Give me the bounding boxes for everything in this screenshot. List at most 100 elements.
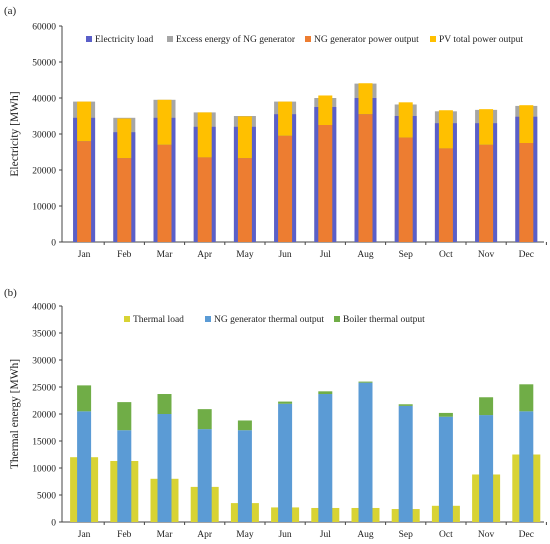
thermal-y-tick-label: 25000 [32, 384, 56, 394]
elec-bar-ng-sep [398, 137, 413, 242]
thermal-bar-boiler-apr [197, 409, 212, 430]
elec-legend-label-excess-energy-of-ng-generator: Excess energy of NG generator [176, 34, 296, 45]
elec-x-tick-label-sep: Sep [399, 250, 414, 260]
thermal-bar-ng-sep [398, 405, 413, 522]
elec-y-tick-label: 20000 [32, 167, 56, 177]
thermal-x-tick-label-oct: Oct [439, 530, 453, 540]
elec-x-tick-label-jul: Jul [320, 250, 331, 260]
elec-x-tick-label-feb: Feb [117, 250, 132, 260]
thermal-x-tick-label-nov: Nov [478, 530, 495, 540]
elec-bar-pv-oct [438, 110, 453, 149]
thermal-bar-ng-dec [519, 411, 534, 522]
elec-bar-pv-jan [77, 101, 92, 142]
thermal-legend-swatch-thermal-load [124, 316, 130, 322]
elec-bar-ng-mar [157, 144, 172, 242]
elec-bar-pv-aug [358, 83, 373, 115]
thermal-y-tick-label: 0 [51, 519, 56, 529]
elec-bar-pv-nov [479, 109, 494, 145]
thermal-bar-boiler-jan [77, 385, 92, 412]
elec-bar-pv-jul [318, 95, 333, 125]
thermal-x-tick-label-dec: Dec [519, 530, 534, 540]
elec-bar-ng-jun [278, 135, 293, 242]
thermal-legend-label-ng-generator-thermal-output: NG generator thermal output [214, 315, 324, 325]
thermal-y-tick-label: 40000 [32, 303, 56, 313]
elec-legend-label-ng-generator-power-output: NG generator power output [314, 35, 419, 45]
elec-legend-swatch-pv-total-power-output [430, 36, 436, 42]
elec-bar-ng-nov [479, 144, 494, 242]
elec-bar-pv-apr [197, 112, 212, 158]
thermal-legend-label-boiler-thermal-output: Boiler thermal output [343, 315, 425, 325]
thermal-bar-ng-may [237, 430, 252, 522]
elec-x-tick-label-nov: Nov [478, 250, 495, 260]
thermal-x-tick-label-jan: Jan [78, 530, 91, 540]
elec-bar-ng-dec [519, 143, 534, 242]
elec-y-tick-label: 40000 [32, 95, 56, 105]
thermal-y-tick-label: 15000 [32, 438, 56, 448]
thermal-y-tick-label: 35000 [32, 330, 56, 340]
panel-a-label: (a) [4, 5, 17, 17]
thermal-y-axis-label: Thermal energy [MWh] [9, 359, 21, 469]
thermal-bar-ng-aug [358, 382, 373, 522]
elec-legend-label-pv-total-power-output: PV total power output [439, 35, 523, 45]
elec-bar-ng-apr [197, 157, 212, 242]
thermal-x-tick-label-apr: Apr [197, 530, 213, 540]
thermal-y-tick-label: 5000 [37, 492, 56, 502]
thermal-x-tick-label-jun: Jun [278, 530, 291, 540]
thermal-bar-boiler-nov [479, 397, 494, 416]
thermal-bar-ng-mar [157, 414, 172, 522]
elec-x-tick-label-jan: Jan [78, 250, 91, 260]
elec-x-tick-label-may: May [236, 250, 254, 260]
thermal-bar-boiler-mar [157, 394, 172, 414]
thermal-chart: 0 5000 10000 15000 20000 25000 30000 35000 40000… [9, 303, 547, 540]
thermal-bar-boiler-jul [318, 391, 333, 395]
elec-bar-pv-mar [157, 99, 172, 145]
elec-bar-pv-dec [519, 105, 534, 143]
elec-bar-ng-aug [358, 114, 373, 242]
elec-bar-pv-may [237, 116, 252, 159]
elec-y-tick-label: 0 [51, 239, 56, 249]
electricity-chart: 0 10000 20000 30000 40000 50000 60000 Electrici… [9, 23, 547, 260]
thermal-legend-swatch-ng-generator-thermal-output [205, 316, 211, 322]
thermal-bar-boiler-feb [117, 402, 132, 431]
elec-y-tick-label: 10000 [32, 203, 56, 213]
elec-y-tick-label: 60000 [32, 23, 56, 33]
thermal-bar-ng-feb [117, 430, 132, 522]
thermal-legend-label-thermal-load: Thermal load [133, 315, 184, 325]
elec-legend-swatch-excess-energy-of-ng-generator [167, 36, 173, 42]
elec-bar-ng-oct [438, 148, 453, 242]
thermal-x-tick-label-aug: Aug [357, 530, 374, 540]
thermal-x-tick-label-may: May [236, 530, 254, 540]
thermal-bar-ng-apr [197, 429, 212, 522]
thermal-y-tick-label: 10000 [32, 465, 56, 475]
thermal-bar-ng-nov [479, 415, 494, 522]
elec-x-tick-label-mar: Mar [157, 250, 174, 260]
thermal-bar-boiler-oct [438, 412, 453, 417]
elec-x-tick-label-jun: Jun [278, 250, 291, 260]
panel-b-label: (b) [4, 287, 17, 299]
thermal-bar-ng-oct [438, 416, 453, 522]
elec-bar-ng-jan [77, 141, 92, 242]
elec-x-tick-label-oct: Oct [439, 250, 453, 260]
elec-legend-swatch-electricity-load [86, 36, 92, 42]
thermal-bar-boiler-may [237, 420, 252, 431]
thermal-x-tick-label-feb: Feb [117, 530, 132, 540]
elec-x-tick-label-apr: Apr [197, 250, 213, 260]
thermal-bar-ng-jun [278, 403, 293, 522]
elec-bar-pv-feb [117, 118, 132, 159]
thermal-bar-boiler-dec [519, 384, 534, 412]
thermal-x-tick-label-mar: Mar [157, 530, 174, 540]
elec-x-tick-label-dec: Dec [519, 250, 534, 260]
thermal-x-tick-label-sep: Sep [399, 530, 414, 540]
elec-bar-ng-jul [318, 125, 333, 242]
elec-y-tick-label: 30000 [32, 131, 56, 141]
elec-bar-pv-sep [398, 102, 413, 138]
elec-x-tick-label-aug: Aug [357, 250, 374, 260]
elec-legend-swatch-ng-generator-power-output [305, 36, 311, 42]
thermal-bar-ng-jul [318, 394, 333, 522]
thermal-bar-ng-jan [77, 411, 92, 522]
elec-bar-ng-feb [117, 158, 132, 242]
elec-y-tick-label: 50000 [32, 59, 56, 69]
thermal-y-tick-label: 30000 [32, 357, 56, 367]
elec-bar-pv-jun [278, 101, 293, 136]
elec-y-axis-label: Electricity [MWh] [9, 91, 21, 176]
